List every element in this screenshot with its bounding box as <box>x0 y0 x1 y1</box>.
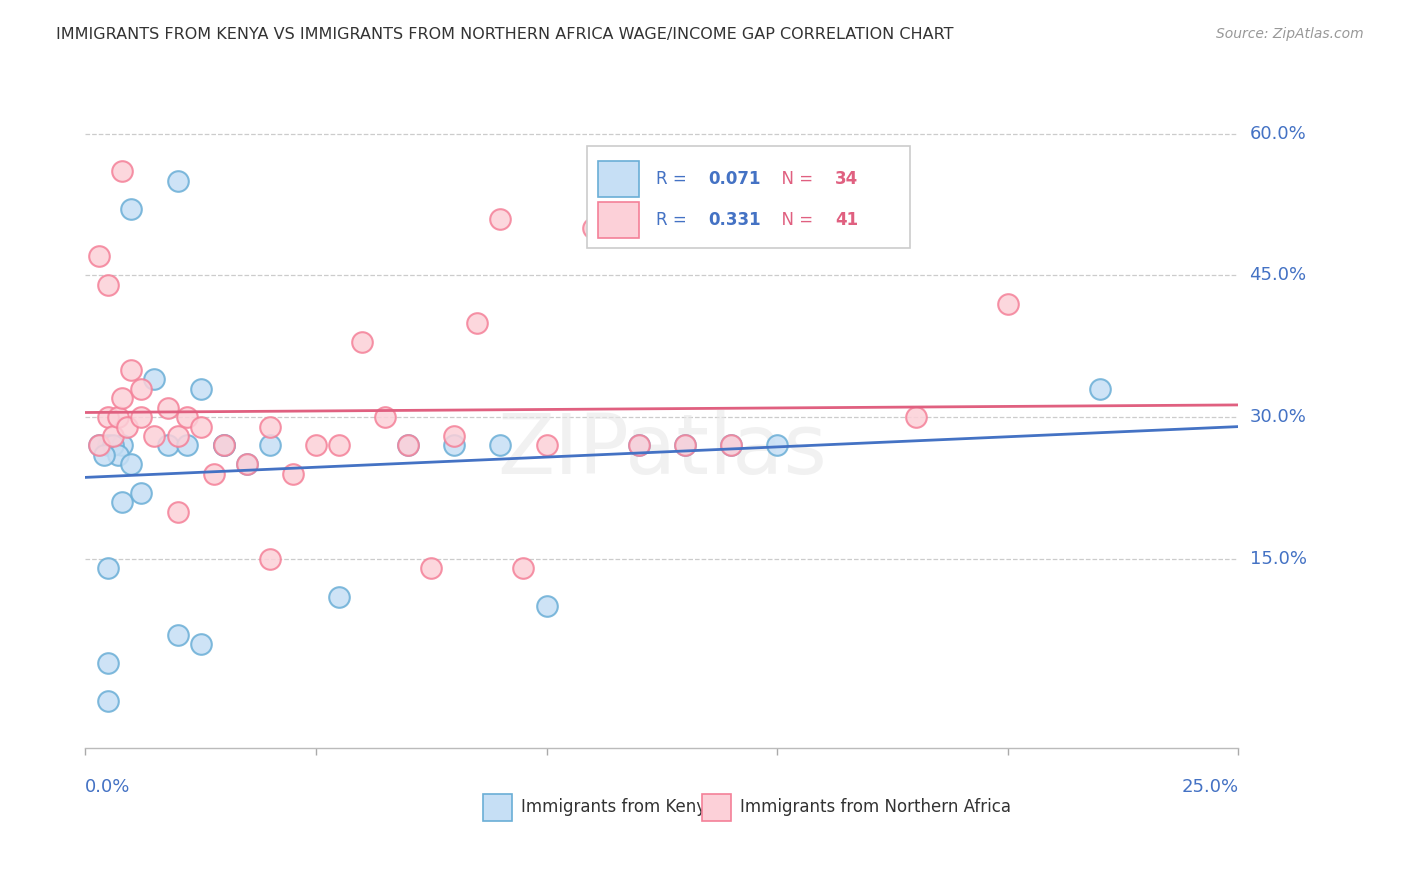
Point <box>111 164 134 178</box>
Text: 0.071: 0.071 <box>709 169 761 187</box>
Point <box>396 438 419 452</box>
Point <box>89 438 111 452</box>
Point <box>190 382 212 396</box>
Point <box>235 458 257 472</box>
Point <box>89 438 111 452</box>
Point <box>115 419 138 434</box>
Point <box>673 438 696 452</box>
Text: 0.0%: 0.0% <box>86 779 131 797</box>
Point <box>93 448 115 462</box>
Point <box>143 372 166 386</box>
Point <box>111 495 134 509</box>
Point <box>212 438 235 452</box>
Point <box>89 250 111 264</box>
Text: N =: N = <box>772 169 818 187</box>
Point <box>176 410 198 425</box>
Point <box>190 637 212 651</box>
Point <box>120 202 142 217</box>
FancyBboxPatch shape <box>484 794 512 821</box>
Point <box>97 410 120 425</box>
FancyBboxPatch shape <box>702 794 731 821</box>
Point <box>235 458 257 472</box>
Point <box>120 458 142 472</box>
Text: N =: N = <box>772 211 818 228</box>
Point <box>328 590 350 604</box>
Point <box>212 438 235 452</box>
Point <box>157 438 180 452</box>
Point <box>443 438 465 452</box>
Text: 25.0%: 25.0% <box>1181 779 1239 797</box>
Text: 45.0%: 45.0% <box>1250 267 1306 285</box>
Text: R =: R = <box>657 169 692 187</box>
Text: Source: ZipAtlas.com: Source: ZipAtlas.com <box>1216 27 1364 41</box>
Text: 60.0%: 60.0% <box>1250 125 1306 143</box>
Point <box>627 438 650 452</box>
Point <box>120 363 142 377</box>
Point <box>673 438 696 452</box>
Point <box>166 505 188 519</box>
FancyBboxPatch shape <box>599 202 638 237</box>
Point <box>489 438 512 452</box>
Text: 0.331: 0.331 <box>709 211 761 228</box>
Point <box>1088 382 1111 396</box>
Point <box>166 174 188 188</box>
Text: Immigrants from Northern Africa: Immigrants from Northern Africa <box>741 798 1011 816</box>
Point <box>766 438 789 452</box>
Text: R =: R = <box>657 211 692 228</box>
Point <box>720 438 742 452</box>
Point <box>97 694 120 708</box>
Point <box>443 429 465 443</box>
Point <box>582 221 605 235</box>
Point <box>166 627 188 641</box>
Point <box>176 438 198 452</box>
Point <box>111 391 134 405</box>
Point <box>107 448 129 462</box>
Text: Immigrants from Kenya: Immigrants from Kenya <box>522 798 717 816</box>
Point <box>143 429 166 443</box>
Point <box>97 277 120 292</box>
Point <box>190 419 212 434</box>
Point <box>212 438 235 452</box>
Point <box>396 438 419 452</box>
Text: 41: 41 <box>835 211 858 228</box>
Point <box>997 297 1019 311</box>
Point <box>627 438 650 452</box>
FancyBboxPatch shape <box>599 161 638 196</box>
Text: IMMIGRANTS FROM KENYA VS IMMIGRANTS FROM NORTHERN AFRICA WAGE/INCOME GAP CORRELA: IMMIGRANTS FROM KENYA VS IMMIGRANTS FROM… <box>56 27 953 42</box>
Point <box>259 438 281 452</box>
Point <box>259 552 281 566</box>
Point <box>281 467 304 481</box>
Point <box>305 438 328 452</box>
Text: 30.0%: 30.0% <box>1250 409 1306 426</box>
Point <box>97 438 120 452</box>
Point <box>101 429 124 443</box>
Point <box>259 419 281 434</box>
Point <box>107 410 129 425</box>
Point <box>157 401 180 415</box>
Point <box>111 438 134 452</box>
Point <box>512 561 534 575</box>
Point <box>536 438 558 452</box>
Point <box>350 334 373 349</box>
Point <box>97 656 120 670</box>
Point <box>420 561 443 575</box>
Point <box>489 211 512 226</box>
Point <box>328 438 350 452</box>
Point <box>166 429 188 443</box>
Point <box>904 410 927 425</box>
Text: 34: 34 <box>835 169 858 187</box>
Text: ZIPatlas: ZIPatlas <box>496 409 827 491</box>
Point <box>536 599 558 614</box>
Point <box>101 438 124 452</box>
Point <box>204 467 226 481</box>
Point <box>720 438 742 452</box>
Point <box>129 485 152 500</box>
Point <box>129 382 152 396</box>
Point <box>467 316 489 330</box>
Point <box>374 410 396 425</box>
Text: 15.0%: 15.0% <box>1250 549 1306 568</box>
FancyBboxPatch shape <box>586 146 910 249</box>
Point <box>129 410 152 425</box>
Point <box>97 561 120 575</box>
